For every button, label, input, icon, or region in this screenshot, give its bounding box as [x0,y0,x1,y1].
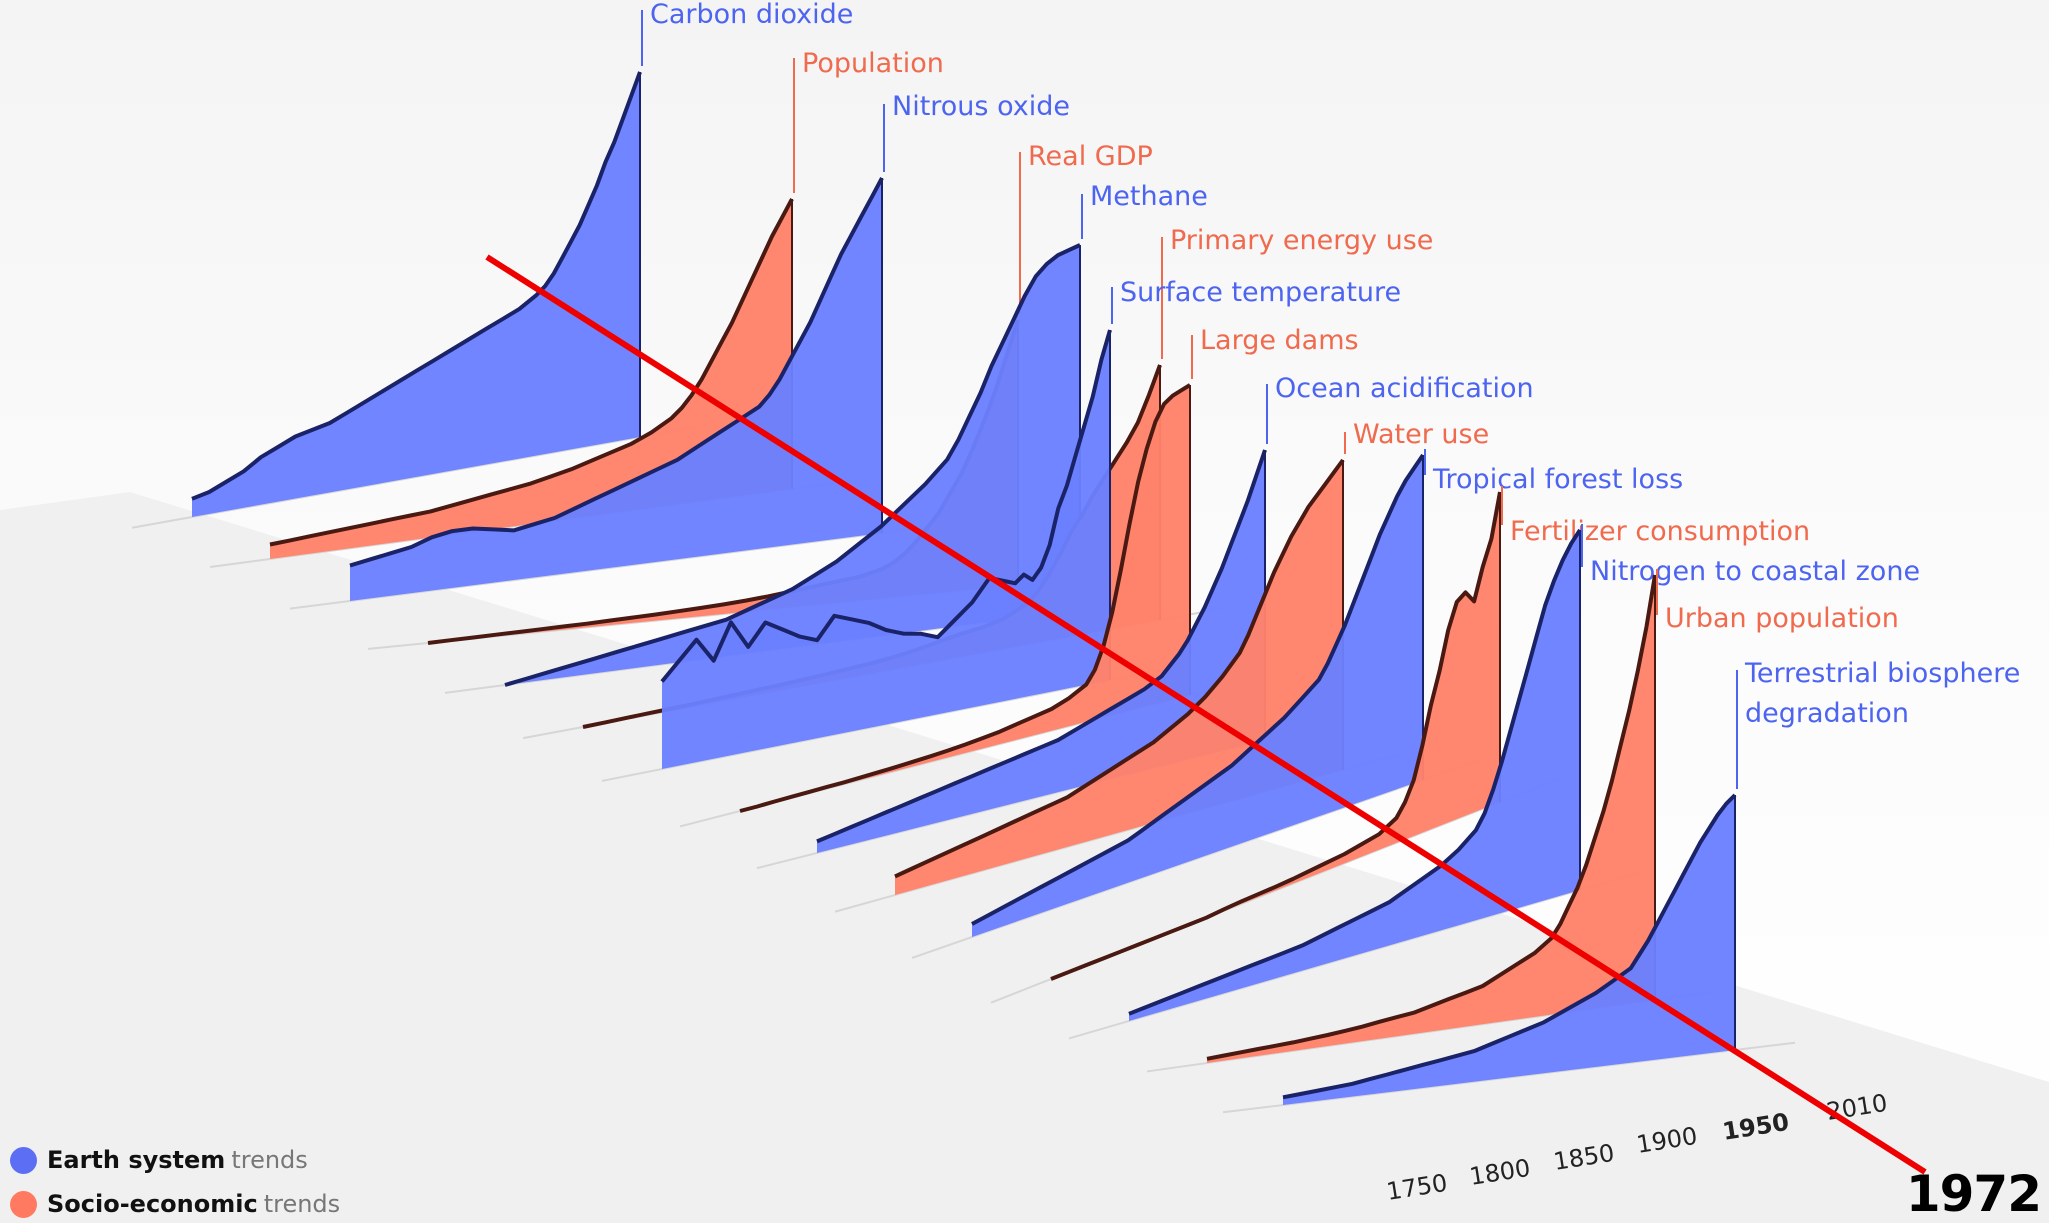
ribbon-edge-methane [504,243,1081,687]
ribbon-fertilizer-consumption [1050,491,1502,981]
ribbon-area-carbon-dioxide [192,72,640,517]
series-label-nitrogen-to-coastal-zone: Nitrogen to coastal zone [1590,556,1920,587]
ribbon-edge-surface-temperature [660,329,1112,683]
ribbon-area-large-dams [740,385,1190,811]
legend-earth-light: trends [231,1146,308,1174]
ribbon-edge-nitrous-oxide [349,177,884,568]
ribbon-edge-ocean-acidification [816,449,1267,844]
ribbon-area-terrestrial-biosphere-degradation [1283,795,1735,1105]
series-label-surface-temperature: Surface temperature [1120,277,1401,308]
series-ribbons: Carbon dioxide Population Nitrous oxide Rea… [191,0,2020,1105]
legend: Earth system trends Socio-economic trend… [10,1138,340,1226]
legend-item-socio: Socio-economic trends [10,1182,340,1226]
legend-socio-strong: Socio-economic [47,1190,258,1218]
ribbon-edge-terrestrial-biosphere-degradation [1282,793,1737,1100]
legend-dot-socio [10,1190,37,1218]
series-label-primary-energy-use: Primary energy use [1170,225,1433,256]
ribbon-terrestrial-biosphere-degradation [1282,793,1737,1105]
ribbon-carbon-dioxide [191,71,642,517]
series-label-nitrous-oxide: Nitrous oxide [892,91,1070,122]
ribbon-area-surface-temperature [662,330,1110,769]
series-label-tropical-forest-loss: Tropical forest loss [1432,464,1683,495]
series-label-large-dams: Large dams [1200,325,1359,356]
ribbon-area-methane [505,245,1080,685]
series-label-population: Population [802,48,944,79]
ribbon-edge-nitrogen-to-coastal-zone [1128,528,1582,1016]
series-label-water-use: Water use [1353,419,1489,450]
ribbon-edge-fertilizer-consumption [1050,491,1502,981]
ribbon-edge-tropical-forest-loss [971,453,1425,926]
series-label-ocean-acidification: Ocean acidification [1275,373,1534,404]
annotation-year-label: 1972 [1905,1165,2042,1223]
ribbon-area-nitrous-oxide [350,178,882,601]
legend-socio-light: trends [263,1190,341,1218]
series-label-terrestrial-biosphere-degradation-1: Terrestrial biosphere [1744,658,2020,689]
annotation-line-1972 [485,254,1927,1175]
ribbon-area-nitrogen-to-coastal-zone [1129,530,1580,1021]
series-label-real-gdp: Real GDP [1028,141,1153,172]
ribbon-area-tropical-forest-loss [972,455,1423,937]
legend-earth-strong: Earth system [47,1146,226,1174]
series-label-carbon-dioxide: Carbon dioxide [650,0,853,30]
ribbon-nitrous-oxide [349,177,884,601]
ribbon-tropical-forest-loss [971,453,1425,937]
legend-dot-earth [10,1146,37,1174]
ribbon-edge-urban-population [1206,574,1657,1061]
ribbon-edge-large-dams [739,383,1192,813]
legend-item-earth: Earth system trends [10,1138,340,1182]
series-label-urban-population: Urban population [1665,603,1899,634]
series-label-fertilizer-consumption: Fertilizer consumption [1510,516,1810,547]
series-label-methane: Methane [1090,181,1208,212]
ribbon-edge-water-use [894,458,1345,879]
series-label-terrestrial-biosphere-degradation-2: degradation [1745,698,1909,729]
ribbon-edge-population [269,198,794,547]
ribbon-nitrogen-to-coastal-zone [1128,528,1582,1021]
ribbon-edge-carbon-dioxide [191,71,642,501]
